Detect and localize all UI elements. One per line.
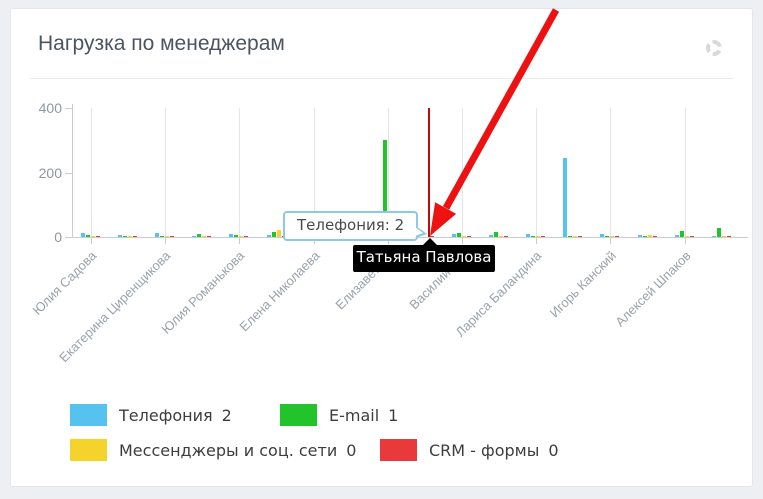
value-tooltip: Телефония: 2	[283, 211, 428, 241]
legend-item-crm[interactable]: CRM - формы 0	[380, 439, 559, 461]
legend-swatch-telephony	[70, 404, 107, 426]
category-tooltip-caret	[423, 238, 437, 245]
category-tooltip-text: Татьяна Павлова	[356, 248, 492, 266]
header-divider	[30, 78, 733, 79]
legend-label-telephony: Телефония	[119, 405, 213, 425]
category-tooltip: Татьяна Павлова	[353, 238, 495, 272]
settings-gear-icon[interactable]	[706, 40, 722, 56]
legend-label-email: E-mail	[329, 405, 380, 425]
legend-swatch-crm	[380, 439, 417, 461]
legend-swatch-messengers	[70, 439, 107, 461]
legend-item-email[interactable]: E-mail 1	[280, 404, 398, 426]
widget-title: Нагрузка по менеджерам	[38, 32, 285, 55]
legend-label-crm: CRM - формы	[429, 440, 540, 460]
legend-count-messengers: 0	[346, 440, 357, 460]
legend-label-messengers: Мессенджеры и соц. сети	[119, 440, 338, 460]
legend-count-telephony: 2	[221, 405, 232, 425]
legend-item-telephony[interactable]: Телефония 2	[70, 404, 232, 426]
legend-item-messengers[interactable]: Мессенджеры и соц. сети 0	[70, 439, 356, 461]
y-axis-line	[72, 104, 73, 238]
legend-count-email: 1	[388, 405, 399, 425]
legend-swatch-email	[280, 404, 317, 426]
value-tooltip-pointer-inner	[415, 227, 424, 236]
value-tooltip-text: Телефония: 2	[297, 216, 405, 234]
legend-count-crm: 0	[548, 440, 559, 460]
